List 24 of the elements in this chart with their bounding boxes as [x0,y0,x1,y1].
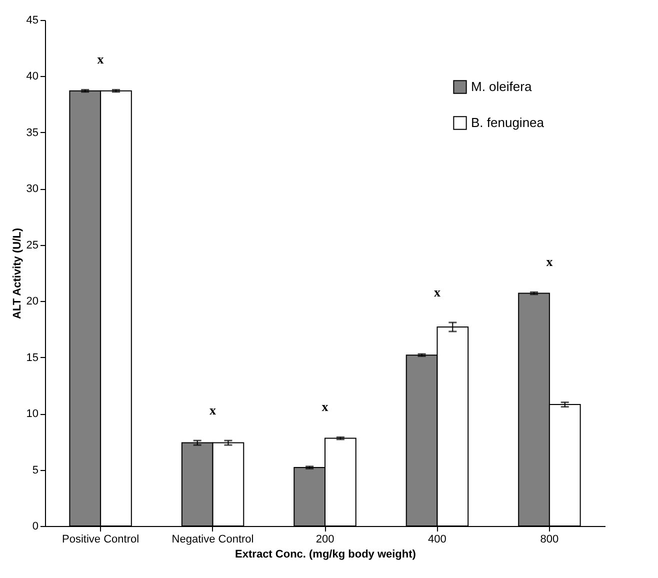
x-tick-label: 800 [540,534,559,546]
annotation: x [322,399,329,414]
y-tick-label: 35 [26,126,38,139]
y-tick-label: 45 [26,14,38,26]
legend-label: B. fenuginea [471,115,545,130]
y-tick-label: 20 [26,296,38,308]
x-tick-label: Positive Control [62,534,140,546]
x-tick-label: 200 [316,534,334,546]
y-tick-label: 30 [26,183,38,196]
annotation: x [434,284,441,300]
y-tick-label: 40 [26,70,38,83]
x-tick-label: Negative Control [172,534,254,546]
annotation: x [546,254,554,270]
x-tick-label: 400 [428,534,446,546]
x-axis-title: Extract Conc. (mg/kg body weight) [235,548,416,560]
annotation: x [97,52,104,67]
legend-label: M. oleifera [471,79,532,94]
annotation: x [210,402,217,418]
y-tick-label: 15 [26,352,38,364]
y-tick-label: 10 [26,408,38,420]
y-tick-label: 0 [32,520,38,532]
y-tick-label: 25 [26,239,38,252]
y-tick-label: 5 [32,464,38,476]
y-axis-title: ALT Activity (U/L) [11,228,24,320]
